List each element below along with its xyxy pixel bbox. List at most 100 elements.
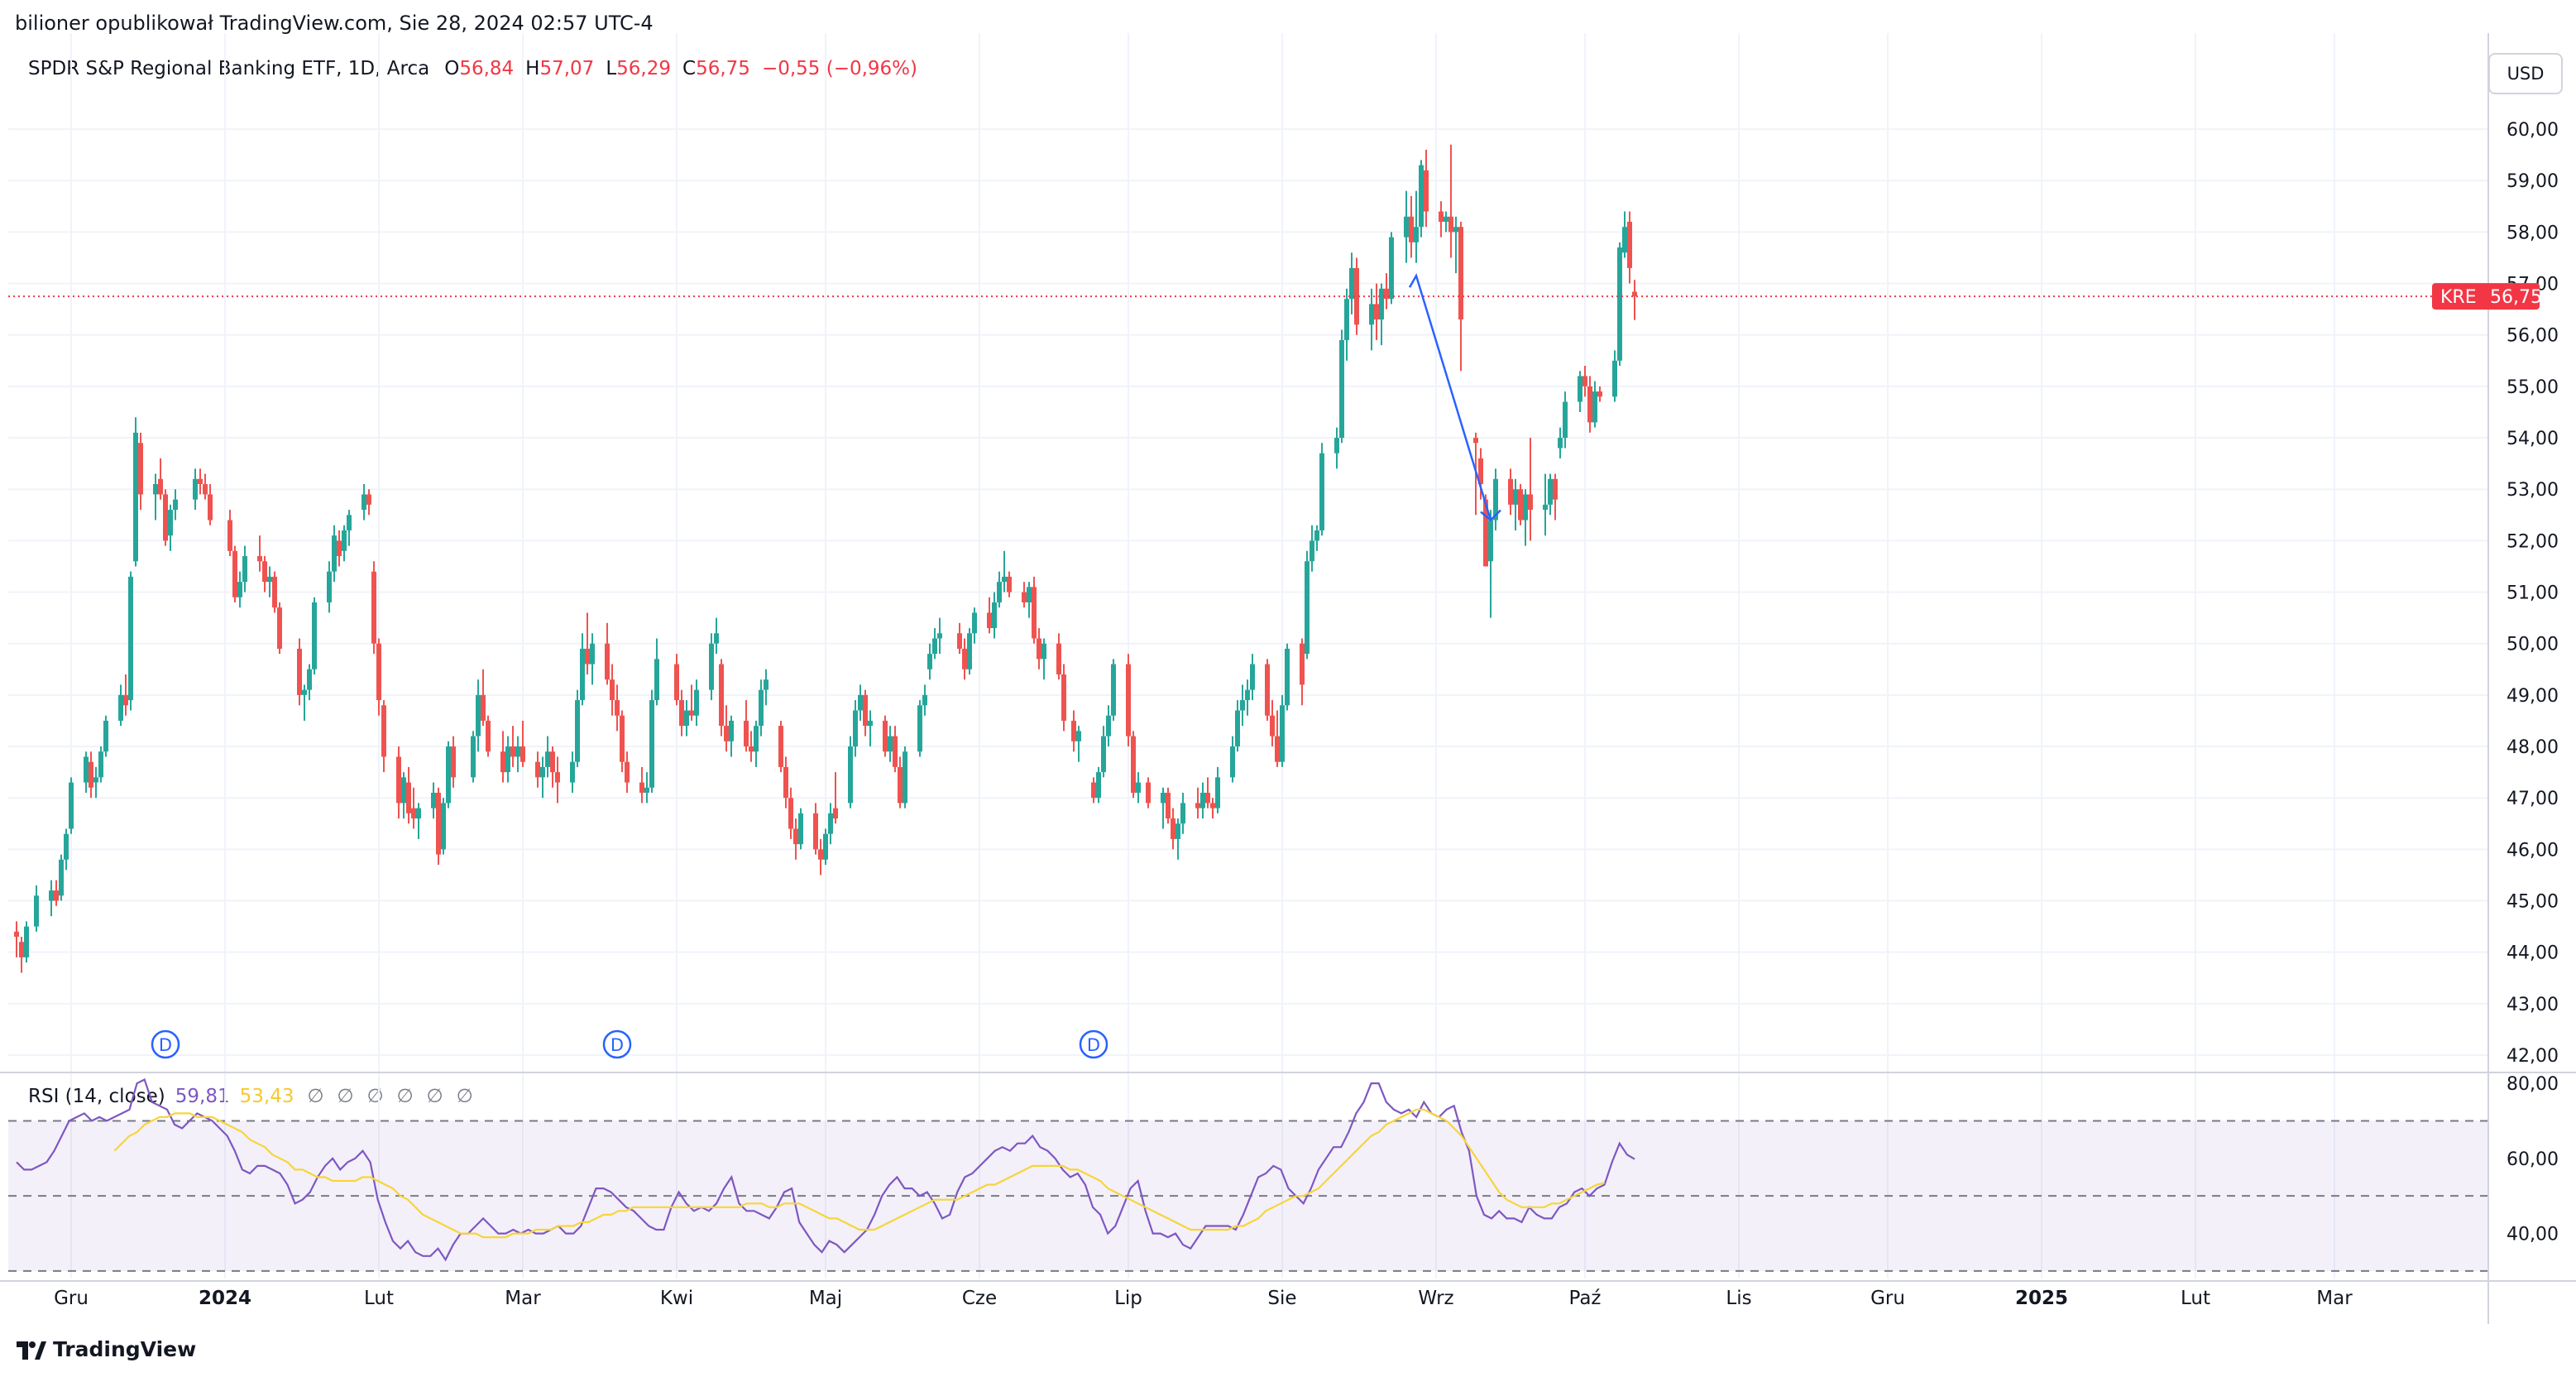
candle-body <box>1205 792 1210 804</box>
candle-body <box>1101 736 1106 773</box>
price-tag-symbol: KRE <box>2440 287 2477 308</box>
candle-body <box>500 751 505 773</box>
x-tick-label: Gru <box>1870 1288 1905 1309</box>
candle <box>297 638 302 706</box>
candle <box>674 654 679 706</box>
x-tick-label: Wrz <box>1418 1288 1453 1309</box>
candle <box>1578 371 1582 412</box>
candle <box>1523 489 1528 546</box>
candle-body <box>719 664 724 727</box>
candle-body <box>128 576 133 701</box>
candle <box>1439 201 1444 237</box>
y-tick-label: 46,00 <box>2507 840 2559 861</box>
candle <box>798 808 803 850</box>
candle-body <box>227 520 232 551</box>
candle <box>992 592 997 639</box>
candle-body <box>93 777 98 783</box>
candle <box>312 597 317 674</box>
candle-body <box>257 556 262 562</box>
candle-body <box>366 494 371 505</box>
candle <box>163 489 168 546</box>
candle-body <box>401 777 406 804</box>
dividend-marker-label: D <box>159 1035 172 1055</box>
candle-body <box>649 700 654 788</box>
candle <box>376 638 381 716</box>
candle <box>922 684 927 716</box>
candle-body <box>1508 478 1513 505</box>
candle <box>1622 211 1627 258</box>
na-symbol: ∅ <box>337 1086 354 1107</box>
candle <box>232 545 237 602</box>
candle-body <box>505 746 510 773</box>
candle-body <box>198 478 203 484</box>
candle-body <box>1210 803 1215 808</box>
candle <box>34 885 39 932</box>
candle <box>754 720 759 767</box>
candle-body <box>1076 731 1081 741</box>
candle-body <box>515 746 520 757</box>
candle-body <box>967 633 972 669</box>
candle <box>580 633 585 706</box>
candle <box>654 638 659 706</box>
candle-body <box>793 828 798 845</box>
candle <box>1339 329 1344 444</box>
candle-body <box>1235 710 1240 747</box>
candle <box>158 458 163 500</box>
candle-body <box>302 689 307 695</box>
candle <box>555 756 560 804</box>
y-tick-label: 42,00 <box>2507 1046 2559 1067</box>
candle <box>1002 550 1007 593</box>
dividend-marker-label: D <box>1087 1035 1100 1055</box>
candle-body <box>927 654 932 669</box>
candle <box>103 715 108 757</box>
price-tag: KRE 56,75 <box>2432 283 2542 310</box>
candle-body <box>337 540 342 557</box>
candle <box>500 731 505 783</box>
candle <box>788 787 793 839</box>
dividend-marker-icon: D <box>1079 1029 1108 1059</box>
candle <box>481 669 486 727</box>
candle-body <box>277 607 282 649</box>
candle <box>823 828 828 865</box>
candle-body <box>1592 391 1597 423</box>
candle-body <box>34 895 39 927</box>
candle-body <box>580 648 585 701</box>
candle-body <box>1553 478 1558 500</box>
candle <box>1131 731 1136 799</box>
candle-body <box>764 679 768 690</box>
candle-body <box>486 720 491 752</box>
candle-body <box>84 756 89 783</box>
candle-body <box>446 746 451 804</box>
candle <box>208 484 213 525</box>
symbol-legend: SPDR S&P Regional Banking ETF, 1D, Arca O… <box>28 58 917 79</box>
candle <box>545 736 550 778</box>
candle <box>1419 160 1424 237</box>
candle <box>406 766 411 824</box>
high-label: H <box>525 58 540 79</box>
candle-body <box>783 766 788 799</box>
candle <box>1508 468 1513 516</box>
currency-button[interactable]: USD <box>2488 53 2563 94</box>
candle-body <box>1027 587 1032 602</box>
candle-body <box>1265 664 1270 716</box>
candle <box>1528 438 1533 541</box>
candle-body <box>868 720 873 727</box>
x-tick-label: Mar <box>2316 1288 2353 1309</box>
candle <box>1235 700 1240 752</box>
candle-body <box>441 803 446 850</box>
candle <box>14 921 19 957</box>
rsi-legend: RSI (14, close) 59,81 53,43 ∅ ∅ ∅ ∅ ∅ ∅ <box>28 1086 473 1107</box>
price-tag-bg <box>2432 283 2540 310</box>
candle-body <box>59 859 64 896</box>
tradingview-brand[interactable]: TradingView <box>17 1337 196 1361</box>
candle <box>535 751 540 788</box>
candle <box>1180 792 1185 834</box>
candle <box>49 880 54 917</box>
candle <box>813 803 818 855</box>
candle <box>1270 700 1275 747</box>
candle <box>585 612 590 674</box>
candle-body <box>168 510 173 536</box>
candle-body <box>922 694 927 706</box>
y-tick-label: 53,00 <box>2507 480 2559 501</box>
